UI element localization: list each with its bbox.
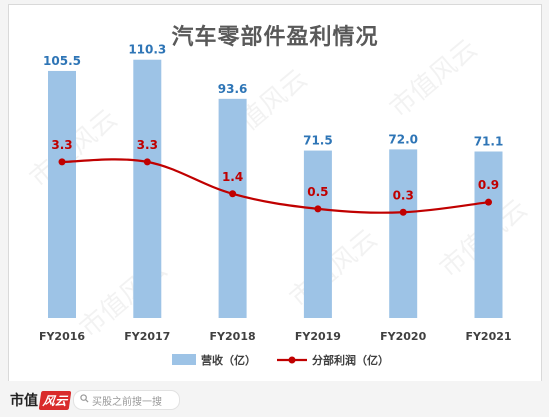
profit-line [61, 158, 489, 214]
bar-value-label: 72.0 [388, 132, 418, 146]
brand-text: 市值 [10, 393, 38, 409]
profit-point [399, 208, 407, 216]
x-tick-label: FY2019 [295, 330, 341, 343]
footer: 市值 风云 买股之前搜一搜 [0, 381, 549, 417]
profit-point [485, 198, 492, 206]
legend-label-revenue: 营收（亿） [201, 353, 256, 367]
chart-card: 汽车零部件盈利情况 市值风云市值风云市值风云市值风云市值风云市值风云105.51… [8, 4, 542, 383]
bar-fy2017 [133, 59, 162, 318]
profit-value-label: 3.3 [137, 138, 158, 152]
search-placeholder: 买股之前搜一搜 [92, 396, 162, 408]
profit-value-label: 3.3 [51, 138, 72, 152]
bar-value-label: 110.3 [128, 43, 166, 57]
chart-title: 汽车零部件盈利情况 [171, 25, 379, 50]
profit-value-label: 1.4 [222, 170, 243, 184]
profit-point [58, 158, 66, 166]
bar-fy2018 [218, 98, 247, 318]
watermark-text: 市值风云 [384, 34, 483, 124]
bar-fy2016 [48, 70, 76, 319]
bar-fy2019 [303, 150, 332, 318]
bar-value-label: 93.6 [218, 82, 248, 96]
watermark-text: 市值风云 [284, 224, 383, 314]
bar-value-label: 71.1 [474, 135, 504, 149]
legend-label-profit: 分部利润（亿） [312, 353, 389, 367]
legend-marker-profit [288, 356, 296, 364]
bar-value-label: 105.5 [43, 54, 81, 68]
brand-tag: 风云 [38, 390, 72, 410]
profit-point [229, 190, 237, 198]
bar-value-label: 71.5 [303, 134, 333, 148]
bar-fy2021 [474, 151, 503, 318]
x-tick-label: FY2016 [39, 330, 85, 343]
brand-logo[interactable]: 市值 风云 [10, 390, 72, 410]
x-tick-label: FY2017 [124, 330, 170, 343]
x-tick-label: FY2018 [210, 330, 256, 343]
profit-point [143, 158, 151, 166]
x-tick-label: FY2021 [465, 330, 511, 343]
search-box[interactable]: 买股之前搜一搜 [73, 390, 180, 410]
x-tick-label: FY2020 [380, 330, 426, 343]
profit-value-label: 0.3 [393, 188, 414, 202]
profit-value-label: 0.9 [478, 178, 499, 192]
chart: 市值风云市值风云市值风云市值风云市值风云市值风云105.5110.393.671… [24, 34, 533, 367]
search-icon [80, 394, 89, 406]
bar-fy2020 [389, 149, 418, 318]
legend-swatch-revenue [172, 354, 196, 365]
profit-point [314, 205, 322, 213]
profit-value-label: 0.5 [307, 185, 328, 199]
